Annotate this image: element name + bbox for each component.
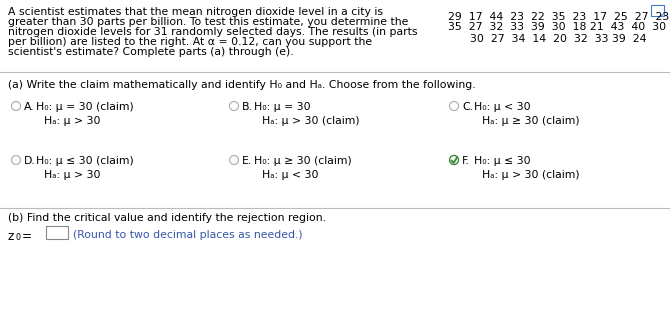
Text: A.: A. — [24, 102, 35, 112]
Text: 35  27  32  33  39  30  18 21  43  40  30: 35 27 32 33 39 30 18 21 43 40 30 — [448, 22, 666, 32]
Text: per billion) are listed to the right. At α = 0.12, can you support the: per billion) are listed to the right. At… — [8, 37, 372, 47]
Text: Hₐ: μ ≥ 30 (claim): Hₐ: μ ≥ 30 (claim) — [482, 116, 580, 126]
Text: 30  27  34  14  20  32  33 39  24: 30 27 34 14 20 32 33 39 24 — [470, 34, 647, 44]
Text: F.: F. — [462, 156, 470, 166]
Circle shape — [230, 156, 239, 165]
Circle shape — [450, 156, 458, 165]
Text: C.: C. — [462, 102, 473, 112]
Text: nitrogen dioxide levels for 31 randomly selected days. The results (in parts: nitrogen dioxide levels for 31 randomly … — [8, 27, 417, 37]
Circle shape — [230, 102, 239, 111]
Text: Hₐ: μ > 30: Hₐ: μ > 30 — [44, 170, 100, 180]
Text: Hₐ: μ > 30 (claim): Hₐ: μ > 30 (claim) — [482, 170, 580, 180]
Text: H₀: μ < 30: H₀: μ < 30 — [474, 102, 531, 112]
Circle shape — [11, 156, 21, 165]
Text: A scientist estimates that the mean nitrogen dioxide level in a city is: A scientist estimates that the mean nitr… — [8, 7, 383, 17]
Text: 29  17  44  23  22  35  23  17  25  27  23: 29 17 44 23 22 35 23 17 25 27 23 — [448, 12, 669, 22]
Text: B.: B. — [242, 102, 253, 112]
FancyBboxPatch shape — [46, 226, 68, 239]
Text: =: = — [22, 230, 32, 243]
Text: E.: E. — [242, 156, 252, 166]
Text: (b) Find the critical value and identify the rejection region.: (b) Find the critical value and identify… — [8, 213, 326, 223]
Text: H₀: μ ≥ 30 (claim): H₀: μ ≥ 30 (claim) — [254, 156, 352, 166]
Text: H₀: μ = 30: H₀: μ = 30 — [254, 102, 311, 112]
FancyBboxPatch shape — [651, 5, 664, 16]
Text: z: z — [8, 230, 14, 243]
Text: Hₐ: μ < 30: Hₐ: μ < 30 — [262, 170, 318, 180]
Text: (Round to two decimal places as needed.): (Round to two decimal places as needed.) — [73, 230, 303, 240]
Text: Hₐ: μ > 30 (claim): Hₐ: μ > 30 (claim) — [262, 116, 360, 126]
Text: H₀: μ ≤ 30 (claim): H₀: μ ≤ 30 (claim) — [36, 156, 134, 166]
Text: D.: D. — [24, 156, 36, 166]
Circle shape — [11, 102, 21, 111]
Text: H₀: μ = 30 (claim): H₀: μ = 30 (claim) — [36, 102, 134, 112]
Text: (a) Write the claim mathematically and identify H₀ and Hₐ. Choose from the follo: (a) Write the claim mathematically and i… — [8, 80, 476, 90]
Text: greater than 30 parts per billion. To test this estimate, you determine the: greater than 30 parts per billion. To te… — [8, 17, 409, 27]
Text: H₀: μ ≤ 30: H₀: μ ≤ 30 — [474, 156, 531, 166]
Text: scientist's estimate? Complete parts (a) through (e).: scientist's estimate? Complete parts (a)… — [8, 47, 293, 57]
Circle shape — [450, 102, 458, 111]
Text: Hₐ: μ > 30: Hₐ: μ > 30 — [44, 116, 100, 126]
Text: 0: 0 — [15, 233, 20, 242]
Polygon shape — [660, 12, 664, 16]
